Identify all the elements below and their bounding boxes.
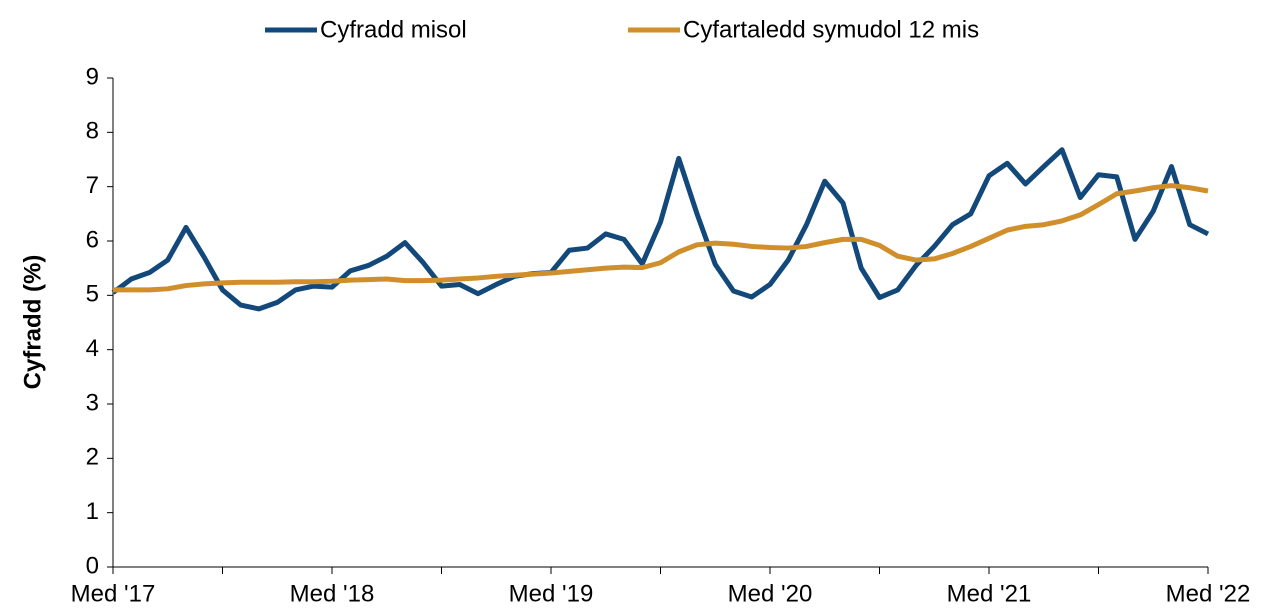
y-tick-label: 5 [86, 281, 99, 308]
y-axis-label: Cyfradd (%) [19, 255, 46, 390]
y-tick-label: 6 [86, 226, 99, 253]
y-tick-label: 7 [86, 172, 99, 199]
legend-label: Cyfradd misol [320, 16, 467, 43]
x-tick-label: Med '22 [1166, 580, 1251, 607]
y-tick-label: 3 [86, 389, 99, 416]
x-tick-label: Med '19 [509, 580, 594, 607]
line-series [113, 183, 1209, 293]
y-tick-label: 8 [86, 118, 99, 145]
y-tick-label: 4 [86, 335, 99, 362]
legend-label: Cyfartaledd symudol 12 mis [683, 16, 979, 43]
y-tick-label: 0 [86, 552, 99, 579]
y-tick-label: 1 [86, 498, 99, 525]
x-tick-label: Med '20 [728, 580, 813, 607]
x-tick-label: Med '17 [71, 580, 156, 607]
x-tick-label: Med '21 [947, 580, 1032, 607]
line-series [111, 147, 1210, 312]
y-tick-label: 2 [86, 444, 99, 471]
x-tick-label: Med '18 [290, 580, 375, 607]
y-tick-label: 9 [86, 63, 99, 90]
